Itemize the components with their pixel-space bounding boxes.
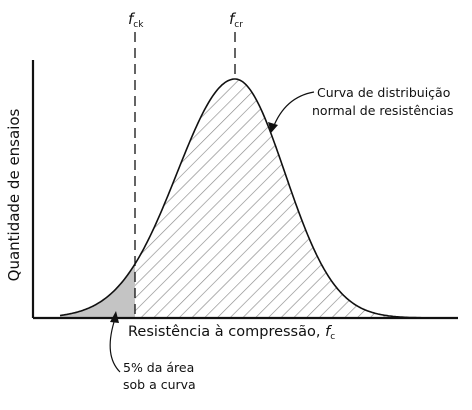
tail-callout-arrowhead [110,311,119,323]
normal-distribution-curve [59,78,429,319]
hatched-area-above-fck [135,79,430,318]
curve-callout-line-2: normal de resistências [312,103,453,118]
tail-callout-line-1: 5% da área [123,360,194,375]
fcm-label: fcr [229,10,243,30]
curve-callout-leader [272,91,315,129]
curve-callout-arrowhead [268,122,278,133]
curve-callout-line-1: Curva de distribuição [317,85,450,100]
x-axis-label: Resistência à compressão, fc [128,324,335,342]
tail-callout-leader [109,321,121,373]
tail-area-5-percent [60,263,135,318]
tail-callout-line-2: sob a curva [123,377,196,392]
fck-label: fck [128,10,144,30]
y-axis-label: Quantidade de ensaios [5,108,23,281]
